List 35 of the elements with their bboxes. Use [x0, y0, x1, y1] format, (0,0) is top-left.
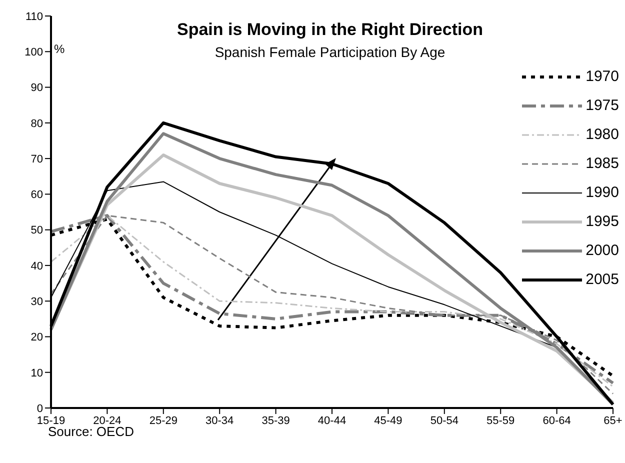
x-tick-label: 45-49 — [374, 414, 402, 427]
y-tick-label: 10 — [30, 367, 43, 380]
y-tick-label: 30 — [30, 296, 43, 308]
legend-label: 1980 — [586, 126, 619, 143]
x-tick-label: 15-19 — [36, 414, 66, 427]
x-tick-label: 35-39 — [262, 414, 290, 427]
y-tick-label: 50 — [30, 224, 43, 237]
y-tick-label: 70 — [30, 153, 43, 166]
y-tick-label: 100 — [24, 46, 43, 59]
legend-label: 1970 — [586, 68, 619, 85]
y-tick-label: 110 — [25, 10, 43, 23]
x-tick-label: 30-34 — [206, 414, 234, 427]
source-note: Source: OECD — [48, 424, 134, 439]
x-tick-label: 25-29 — [149, 414, 178, 427]
x-tick-label: 60-64 — [542, 414, 571, 427]
y-tick-label: 90 — [30, 82, 43, 94]
x-tick-label: 55-59 — [486, 414, 515, 427]
y-tick-label: 60 — [30, 189, 43, 202]
y-tick-label: 0 — [36, 402, 43, 415]
x-tick-label: 50-54 — [430, 414, 458, 427]
y-axis-title: % — [54, 42, 65, 56]
legend-label: 1985 — [586, 155, 619, 172]
legend-label: 1990 — [586, 184, 619, 201]
legend-label: 2005 — [586, 271, 619, 288]
legend-label: 2000 — [586, 242, 619, 259]
y-tick-label: 40 — [30, 260, 43, 272]
legend-label: 1995 — [586, 213, 619, 230]
x-tick-label: 65+ — [604, 414, 622, 427]
x-tick-label: 40-44 — [318, 414, 346, 427]
y-tick-label: 20 — [30, 332, 43, 344]
chart-title: Spain is Moving in the Right Direction — [176, 20, 484, 40]
text: Spanish Female Participation By Age — [214, 44, 446, 60]
y-tick-label: 80 — [30, 118, 43, 130]
legend-label: 1975 — [586, 97, 619, 114]
x-tick-label: 20-24 — [93, 414, 122, 427]
